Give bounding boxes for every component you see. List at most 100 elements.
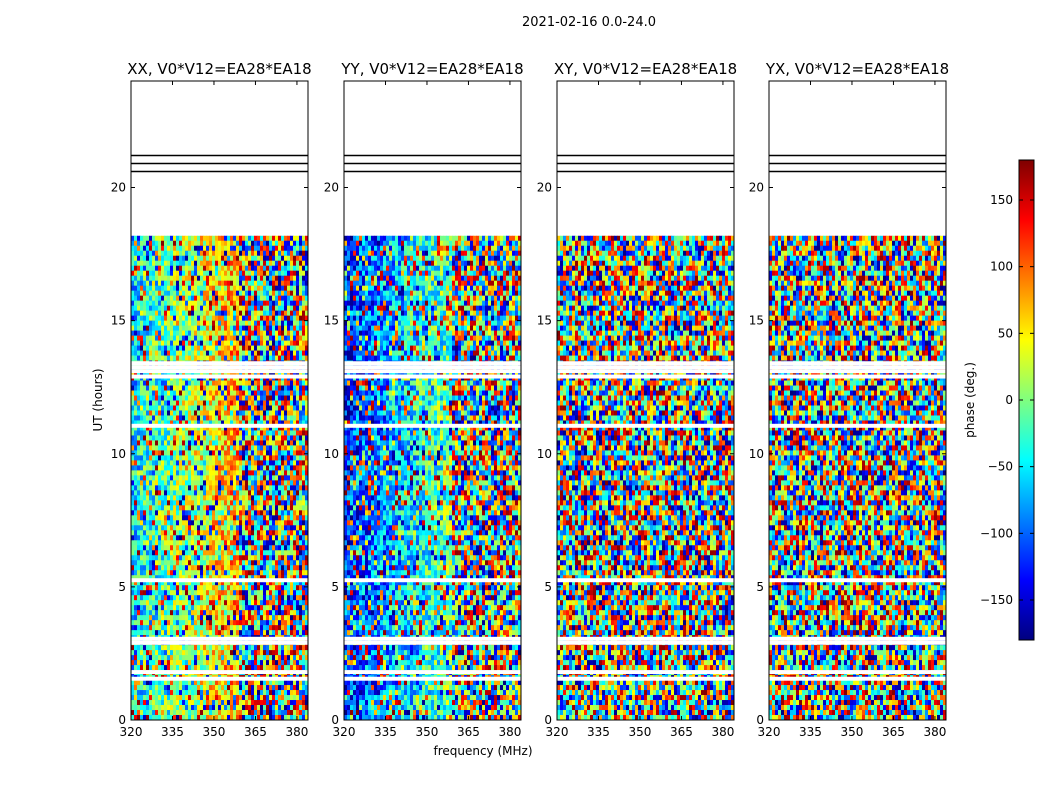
- flagged-band: [344, 640, 521, 645]
- y-tick-label: 10: [111, 447, 126, 461]
- y-tick-label: 0: [544, 713, 552, 727]
- flagged-band: [769, 670, 946, 675]
- flagged-band: [131, 361, 308, 366]
- flagged-band: [131, 640, 308, 645]
- colorbar-tick-label: 50: [998, 326, 1013, 340]
- x-tick-label: 335: [161, 725, 184, 739]
- x-axis-label: frequency (MHz): [433, 744, 532, 758]
- flagged-band: [769, 361, 946, 366]
- flagged-band: [557, 374, 734, 379]
- flagged-band: [344, 365, 521, 370]
- heatmap-cells: [769, 235, 947, 721]
- flagged-band: [557, 361, 734, 366]
- y-tick-label: 5: [756, 580, 764, 594]
- flagged-band: [557, 365, 734, 370]
- panel-title: YY, V0*V12=EA28*EA18: [340, 60, 523, 78]
- flagged-band: [344, 369, 521, 374]
- flagged-band: [557, 676, 734, 681]
- colorbar-tick-label: 0: [1005, 393, 1013, 407]
- colorbar-tick-label: −100: [980, 526, 1013, 540]
- x-tick-label: 320: [120, 725, 143, 739]
- x-tick-label: 365: [244, 725, 267, 739]
- flagged-band: [769, 365, 946, 370]
- x-tick-label: 380: [498, 725, 521, 739]
- heatmap-cells: [131, 235, 309, 721]
- flagged-band: [769, 423, 946, 428]
- y-tick-label: 20: [324, 181, 339, 195]
- flagged-band: [769, 578, 946, 583]
- x-tick-label: 350: [629, 725, 652, 739]
- colorbar-label: phase (deg.): [963, 362, 977, 438]
- y-tick-label: 5: [331, 580, 339, 594]
- flagged-band: [344, 636, 521, 641]
- x-tick-label: 335: [374, 725, 397, 739]
- y-tick-label: 0: [756, 713, 764, 727]
- x-tick-label: 365: [882, 725, 905, 739]
- flagged-band: [131, 670, 308, 675]
- flagged-band: [769, 369, 946, 374]
- flagged-band: [344, 578, 521, 583]
- y-tick-label: 15: [111, 314, 126, 328]
- colorbar-tick-label: 150: [990, 193, 1013, 207]
- axes-frame: [343, 80, 522, 721]
- panel-1: YY, V0*V12=EA28*EA18 320 335 350 365 380 0 5 10 1…: [324, 60, 524, 739]
- panel-0: XX, V0*V12=EA28*EA18 320 335 350 365 380 0 5 10 1…: [111, 60, 312, 739]
- flagged-band: [769, 640, 946, 645]
- x-tick-label: 350: [416, 725, 439, 739]
- flagged-band: [557, 369, 734, 374]
- flagged-band: [557, 578, 734, 583]
- y-tick-label: 10: [537, 447, 552, 461]
- axes-frame: [768, 80, 947, 721]
- axes-frame: [130, 80, 309, 721]
- flagged-band: [131, 374, 308, 379]
- panel-3: YX, V0*V12=EA28*EA18 320 335 350 365 380 0 5 10 1…: [749, 60, 949, 739]
- axes-frame: [556, 80, 735, 721]
- x-tick-label: 350: [841, 725, 864, 739]
- flagged-band: [344, 423, 521, 428]
- y-tick-label: 10: [749, 447, 764, 461]
- panel-title: YX, V0*V12=EA28*EA18: [765, 60, 949, 78]
- y-tick-label: 15: [537, 314, 552, 328]
- panel-title: XY, V0*V12=EA28*EA18: [554, 60, 737, 78]
- x-tick-label: 335: [799, 725, 822, 739]
- x-tick-label: 380: [711, 725, 734, 739]
- y-tick-label: 5: [544, 580, 552, 594]
- flagged-band: [769, 676, 946, 681]
- flagged-band: [557, 423, 734, 428]
- flagged-band: [131, 365, 308, 370]
- flagged-band: [131, 369, 308, 374]
- x-tick-label: 335: [587, 725, 610, 739]
- y-tick-label: 20: [749, 181, 764, 195]
- flagged-band: [344, 676, 521, 681]
- colorbar: 150 100 50 0 −50 −100 −150 phase (deg.): [963, 159, 1035, 641]
- y-tick-label: 20: [111, 181, 126, 195]
- flagged-band: [131, 636, 308, 641]
- x-tick-label: 365: [457, 725, 480, 739]
- y-tick-label: 0: [118, 713, 126, 727]
- flagged-band: [131, 578, 308, 583]
- flagged-band: [557, 640, 734, 645]
- colorbar-tick-label: −150: [980, 593, 1013, 607]
- x-tick-label: 380: [923, 725, 946, 739]
- x-tick-label: 380: [285, 725, 308, 739]
- heatmap-panels: XX, V0*V12=EA28*EA18 320 335 350 365 380 0 5 10 1…: [111, 60, 949, 739]
- flagged-band: [557, 636, 734, 641]
- x-tick-label: 320: [546, 725, 569, 739]
- y-tick-label: 5: [118, 580, 126, 594]
- flagged-band: [344, 374, 521, 379]
- y-tick-label: 15: [324, 314, 339, 328]
- heatmap-cells: [557, 235, 735, 721]
- colorbar-tick-label: −50: [988, 460, 1013, 474]
- panel-title: XX, V0*V12=EA28*EA18: [127, 60, 311, 78]
- flagged-band: [131, 676, 308, 681]
- flagged-band: [769, 636, 946, 641]
- y-axis-label: UT (hours): [91, 368, 105, 431]
- y-tick-label: 0: [331, 713, 339, 727]
- panel-2: XY, V0*V12=EA28*EA18 320 335 350 365 380 0 5 10 1…: [537, 60, 737, 739]
- flagged-band: [131, 423, 308, 428]
- colorbar-tick-label: 100: [990, 260, 1013, 274]
- figure-title: 2021-02-16 0.0-24.0: [522, 15, 656, 30]
- y-tick-label: 20: [537, 181, 552, 195]
- flagged-band: [344, 670, 521, 675]
